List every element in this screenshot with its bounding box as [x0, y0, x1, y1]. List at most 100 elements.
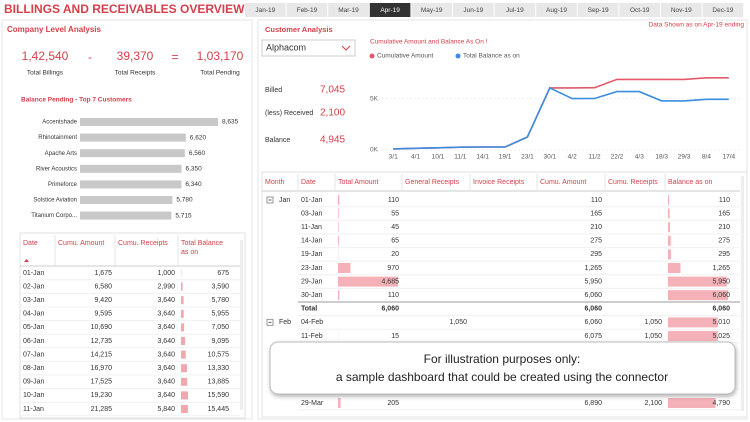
cell: 1,265 [712, 265, 730, 272]
cell: 09-Jan [23, 379, 45, 386]
column-header[interactable]: Month [265, 179, 285, 186]
bar-category: Rhinotainment [38, 135, 77, 141]
cell: 9,420 [94, 297, 112, 304]
x-tick-label: 29/3 [678, 154, 691, 161]
overlay-text: a sample dashboard that could be created… [336, 370, 668, 384]
dropdown-value[interactable]: Alphacom [266, 42, 306, 52]
cell: 110 [719, 197, 730, 204]
month-tab[interactable] [577, 3, 619, 17]
cell: 29-Mar [301, 400, 324, 407]
cell: 3,640 [157, 392, 175, 399]
cell: 3,640 [157, 338, 175, 345]
x-tick-label: 11/1 [454, 154, 467, 161]
cell: 05-Jan [23, 324, 45, 331]
cell: 10,575 [208, 351, 230, 358]
cell: 210 [590, 224, 602, 231]
data-bar [668, 290, 728, 301]
kpi-label: Total Billings [27, 70, 64, 77]
series-line [393, 86, 729, 150]
data-bar [668, 195, 670, 205]
column-header[interactable]: Total Amount [338, 179, 379, 186]
kpi-operator: - [88, 50, 92, 64]
bar-category: River Acoustics [36, 166, 77, 172]
month-tab[interactable] [702, 3, 744, 17]
metric-value: 7,045 [320, 85, 345, 96]
month-tab-label[interactable]: Jan-19 [255, 7, 275, 14]
cell: 03-Jan [301, 210, 323, 217]
month-tab-label[interactable]: May-19 [421, 7, 443, 14]
cell: 6,060 [584, 306, 602, 313]
column-header[interactable]: Balance as on [668, 179, 712, 186]
data-bar [181, 323, 185, 332]
scrollbar[interactable] [741, 176, 744, 411]
column-header[interactable]: Invoice Receipts [473, 179, 525, 186]
cell: 6,890 [584, 400, 602, 407]
cell: 1,675 [94, 270, 112, 277]
month-tab[interactable] [536, 3, 577, 17]
column-header-text[interactable]: Cumu. Amount [58, 240, 105, 247]
bar-category: Solstice Aviation [33, 198, 77, 204]
month-tab[interactable] [494, 3, 536, 17]
month-tab[interactable] [661, 3, 702, 17]
month-tab[interactable] [619, 3, 660, 17]
cell: 5,840 [157, 406, 175, 413]
cell: 11-Feb [301, 333, 323, 340]
cell: 19,230 [91, 392, 113, 399]
data-bar [668, 317, 718, 328]
bar-value-label: 6,620 [190, 134, 207, 141]
overlay-box [269, 341, 736, 395]
column-header-text[interactable]: Cumu. Receipts [118, 240, 168, 247]
cell: Feb [279, 319, 291, 326]
month-tab-label[interactable]: Aug-19 [546, 7, 567, 14]
cell: 110 [591, 197, 602, 204]
month-tab[interactable] [369, 3, 411, 17]
scrollbar[interactable] [240, 240, 243, 410]
bar-value-label: 5,780 [176, 197, 193, 204]
month-tab[interactable] [245, 3, 286, 17]
cell: 295 [590, 251, 602, 258]
column-header: Total Balance as on [181, 240, 224, 256]
customer-dropdown[interactable] [261, 39, 356, 57]
column-header: Date [23, 240, 38, 247]
data-bar [181, 364, 187, 373]
x-tick-label: 4/3 [635, 154, 644, 161]
month-tab-label[interactable]: Oct-19 [630, 7, 650, 14]
column-header-text[interactable]: Total Balance as on [181, 240, 224, 256]
metric-label: Billed [265, 87, 282, 94]
cell: 01-Jan [23, 270, 45, 277]
sort-arrow[interactable] [24, 259, 29, 262]
cell: 6,060 [381, 306, 399, 313]
column-header[interactable]: Date [301, 179, 316, 186]
column-header[interactable]: Cumu. Receipts [608, 179, 658, 186]
month-tab-label[interactable]: Jul-19 [506, 7, 524, 14]
column-header[interactable]: General Receipts [405, 179, 460, 186]
month-tab-label[interactable]: Sep-19 [588, 7, 609, 14]
data-bar [338, 290, 340, 301]
month-tab-label[interactable]: Mar-19 [338, 7, 359, 14]
month-tab[interactable] [286, 3, 328, 17]
bar [80, 164, 182, 173]
data-bar [181, 350, 186, 359]
cell: 6,060 [712, 292, 730, 299]
data-bar [338, 398, 341, 408]
cell: 29-Jan [301, 278, 323, 285]
month-tab-label[interactable]: Apr-19 [380, 7, 400, 14]
month-tab-label[interactable]: Nov-19 [671, 7, 692, 14]
column-header-text[interactable]: Date [23, 240, 38, 247]
month-tab[interactable] [453, 3, 494, 17]
cell: 1,265 [584, 265, 602, 272]
metric-value: 2,100 [320, 108, 345, 119]
month-tab-label[interactable]: Dec-19 [712, 7, 733, 14]
column-header[interactable]: Cumu. Amount [540, 179, 586, 186]
cell: 17,525 [91, 379, 113, 386]
month-tab[interactable] [328, 3, 369, 17]
line-chart-title: Cumulative Amount and Balance As On ! [370, 39, 488, 46]
month-tab[interactable] [411, 3, 452, 17]
month-tab-label[interactable]: Feb-19 [297, 7, 318, 14]
data-bar [181, 296, 184, 305]
kpi-label: Total Pending [200, 70, 240, 77]
cell: 110 [388, 197, 399, 204]
dropdown-chevron[interactable] [341, 45, 351, 51]
month-tab-label[interactable]: Jun-19 [463, 7, 483, 14]
cell: 7,050 [211, 324, 229, 331]
